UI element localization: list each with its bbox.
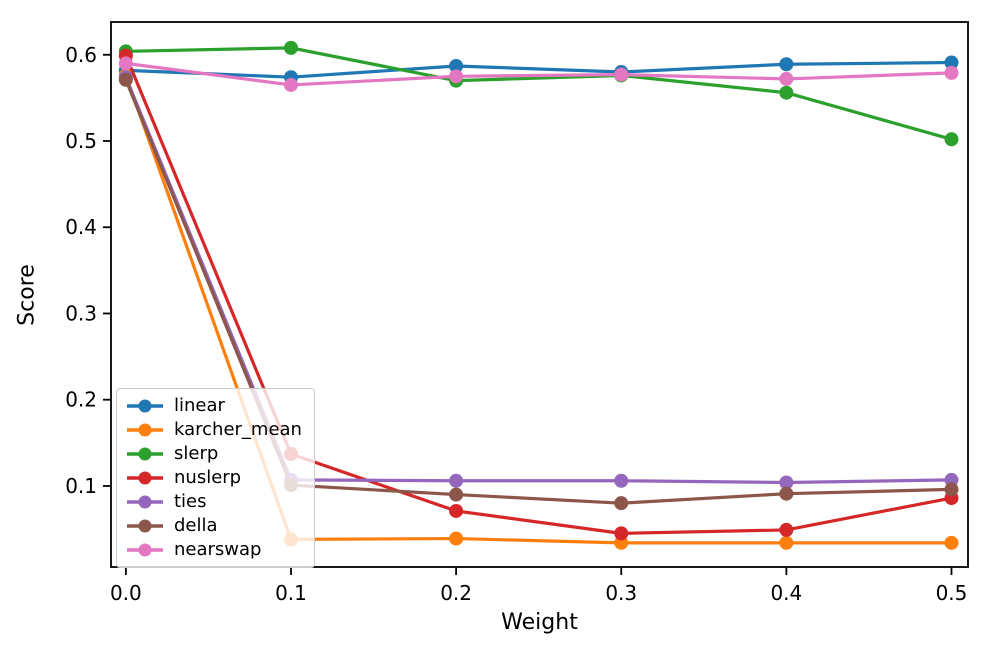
series-nearswap-marker bbox=[944, 65, 959, 80]
legend-entry-nearswap: nearswap bbox=[125, 539, 302, 561]
x-axis-label: Weight bbox=[501, 610, 578, 635]
series-nearswap-line bbox=[124, 61, 954, 87]
plot-border bbox=[110, 21, 969, 568]
y-tick-label: 0.6 bbox=[65, 43, 97, 67]
legend-marker-linear bbox=[127, 399, 163, 413]
y-tick-label: 0.3 bbox=[65, 301, 97, 325]
legend-label: ties bbox=[174, 491, 207, 512]
series-della-marker bbox=[118, 72, 133, 87]
legend-label: karcher_mean bbox=[174, 419, 302, 440]
series-linear-line bbox=[124, 60, 954, 79]
legend-entry-slerp: slerp bbox=[125, 443, 302, 465]
legend-marker-nuslerp bbox=[127, 471, 163, 485]
x-tick-label: 0.2 bbox=[440, 581, 472, 605]
legend-label: nuslerp bbox=[174, 467, 242, 488]
series-nuslerp-line bbox=[124, 54, 954, 535]
legend-marker-della bbox=[127, 519, 163, 533]
legend-entry-ties: ties bbox=[125, 491, 302, 513]
series-della-marker bbox=[614, 496, 629, 511]
legend-label: della bbox=[174, 515, 218, 536]
legend-marker-nearswap bbox=[127, 543, 163, 557]
series-karcher_mean-marker bbox=[944, 535, 959, 550]
series-nuslerp-marker bbox=[779, 522, 794, 537]
y-tick-label: 0.5 bbox=[65, 129, 97, 153]
x-tick-label: 0.3 bbox=[605, 581, 637, 605]
x-tick-label: 0.5 bbox=[936, 581, 968, 605]
series-karcher_mean-marker bbox=[779, 535, 794, 550]
series-della-marker bbox=[779, 486, 794, 501]
series-nearswap-marker bbox=[283, 77, 298, 92]
x-tick-label: 0.4 bbox=[770, 581, 802, 605]
legend-label: slerp bbox=[174, 443, 219, 464]
legend-label: nearswap bbox=[174, 539, 262, 560]
legend-marker-karcher_mean bbox=[127, 423, 163, 437]
series-della-marker bbox=[449, 487, 464, 502]
y-tick-label: 0.4 bbox=[65, 215, 97, 239]
legend-label: linear bbox=[174, 395, 225, 416]
series-ties-marker bbox=[614, 473, 629, 488]
legend-entry-nuslerp: nuslerp bbox=[125, 467, 302, 489]
y-tick-label: 0.1 bbox=[65, 474, 97, 498]
legend-entry-della: della bbox=[125, 515, 302, 537]
series-slerp-marker bbox=[283, 40, 298, 55]
y-axis-label: Score bbox=[14, 264, 40, 326]
series-slerp-marker bbox=[944, 132, 959, 147]
series-nearswap-marker bbox=[614, 67, 629, 82]
series-linear-marker bbox=[944, 55, 959, 70]
series-nearswap-marker bbox=[449, 69, 464, 84]
series-ties-marker bbox=[779, 475, 794, 490]
series-nuslerp-marker bbox=[614, 526, 629, 541]
legend-entry-karcher_mean: karcher_mean bbox=[125, 419, 302, 441]
legend-marker-slerp bbox=[127, 447, 163, 461]
series-slerp-marker bbox=[779, 85, 794, 100]
x-tick-label: 0.0 bbox=[110, 581, 142, 605]
series-ties-marker bbox=[449, 473, 464, 488]
series-nuslerp-marker bbox=[449, 503, 464, 518]
series-slerp-line bbox=[124, 46, 954, 141]
x-tick-label: 0.1 bbox=[275, 581, 307, 605]
legend-entry-linear: linear bbox=[125, 395, 302, 417]
series-karcher_mean-marker bbox=[449, 531, 464, 546]
series-linear-marker bbox=[779, 57, 794, 72]
series-nearswap-marker bbox=[779, 71, 794, 86]
series-della-marker bbox=[944, 482, 959, 497]
series-linear-marker bbox=[449, 58, 464, 73]
legend-marker-ties bbox=[127, 495, 163, 509]
series-nearswap-marker bbox=[118, 56, 133, 71]
y-tick-label: 0.2 bbox=[65, 388, 97, 412]
